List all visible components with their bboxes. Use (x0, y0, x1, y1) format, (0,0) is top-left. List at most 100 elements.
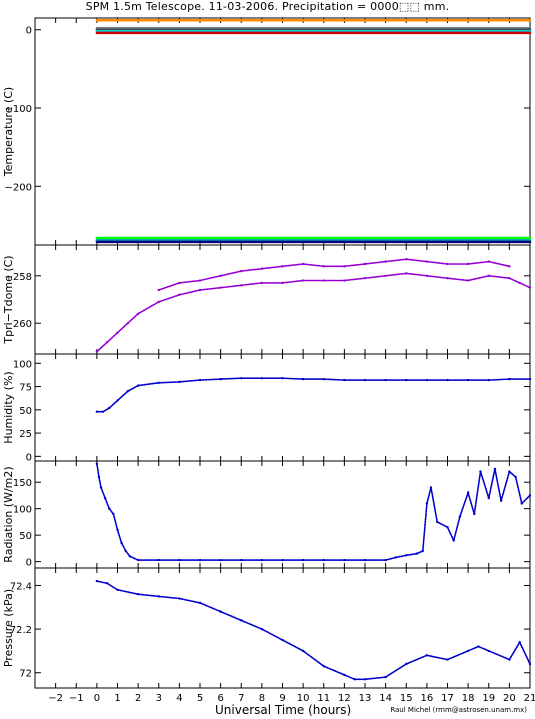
data-point (95, 462, 99, 465)
y-tick-label: −258 (5, 272, 32, 283)
x-tick-label: 13 (359, 693, 372, 704)
data-point (458, 515, 462, 518)
data-point (322, 664, 325, 668)
series-line (158, 258, 511, 291)
x-tick-label: 17 (441, 693, 454, 704)
data-point (260, 376, 264, 380)
data-point (124, 549, 127, 553)
data-point (95, 579, 99, 583)
y-axis-label: Pressure (kPa) (2, 589, 15, 667)
data-point (219, 274, 222, 278)
data-point (322, 279, 325, 282)
data-point (405, 554, 408, 557)
data-point (353, 678, 356, 681)
x-tick-label: 21 (524, 693, 535, 704)
x-tick-label: 3 (156, 693, 162, 704)
series-line (96, 462, 531, 561)
data-point (157, 300, 160, 304)
data-point (499, 499, 503, 502)
x-tick-label: 1 (114, 693, 120, 704)
data-point (178, 293, 181, 296)
data-point (425, 502, 429, 505)
y-tick-label: 50 (19, 531, 32, 542)
data-point (198, 288, 202, 292)
data-point (240, 619, 243, 622)
data-point (405, 272, 408, 275)
data-point (528, 662, 532, 666)
y-axis-label: Radiation (W/m2) (2, 466, 15, 562)
data-point (198, 279, 202, 282)
data-point (95, 350, 99, 353)
chart-title: SPM 1.5m Telescope. 11-03-2006. Precipit… (85, 0, 450, 13)
data-point (136, 592, 140, 596)
data-point (178, 597, 181, 600)
y-tick-label: 75 (19, 383, 32, 394)
data-point (425, 274, 429, 278)
data-point (446, 526, 449, 529)
x-tick-label: 10 (297, 693, 310, 704)
data-point (343, 265, 346, 268)
data-point (528, 494, 532, 497)
x-axis-label: Universal Time (hours) (215, 703, 352, 717)
data-point (473, 512, 476, 516)
data-point (466, 491, 470, 494)
y-tick-label: 50 (19, 406, 32, 417)
data-point (508, 276, 511, 280)
data-point (178, 281, 181, 285)
data-point (493, 467, 497, 471)
data-point (240, 558, 243, 562)
data-point (198, 601, 202, 605)
data-point (260, 267, 264, 270)
data-point (477, 645, 480, 648)
data-point (97, 475, 101, 479)
data-point (116, 331, 119, 334)
data-point (425, 378, 429, 382)
data-point (384, 274, 387, 278)
data-point (128, 555, 132, 558)
data-point (466, 649, 470, 653)
y-axis-label: Temperature (C) (2, 87, 15, 177)
y-tick-label: 0 (26, 26, 32, 37)
data-point (363, 378, 367, 382)
x-tick-label: 4 (176, 693, 182, 704)
data-point (508, 265, 511, 268)
data-point (405, 258, 408, 261)
data-point (466, 262, 470, 266)
data-point (126, 321, 130, 325)
data-point (240, 269, 243, 273)
data-point (487, 274, 490, 278)
x-tick-label: 12 (338, 693, 351, 704)
data-point (120, 541, 123, 545)
data-point (157, 558, 160, 562)
data-point (384, 378, 387, 382)
data-point (105, 582, 109, 585)
data-point (219, 286, 222, 289)
y-tick-label: 72 (19, 669, 32, 680)
x-tick-label: −1 (69, 693, 84, 704)
x-tick-label: 18 (462, 693, 475, 704)
y-tick-label: −100 (5, 104, 32, 115)
data-point (219, 558, 222, 562)
data-point (508, 377, 511, 381)
data-point (429, 486, 433, 489)
data-point (446, 658, 449, 661)
data-point (157, 381, 160, 385)
data-point (446, 262, 449, 266)
y-tick-label: 25 (19, 429, 32, 440)
x-tick-label: 16 (421, 693, 434, 704)
data-point (322, 265, 325, 268)
data-point (260, 558, 264, 562)
data-point (487, 260, 490, 263)
x-tick-label: 0 (94, 693, 100, 704)
data-point (528, 286, 532, 289)
y-axis-label: Humidity (%) (2, 371, 15, 443)
data-point (198, 378, 202, 382)
data-point (384, 675, 387, 679)
x-tick-label: 19 (482, 693, 495, 704)
data-point (363, 678, 367, 681)
x-tick-label: 9 (279, 693, 285, 704)
data-point (446, 276, 449, 280)
x-tick-label: 11 (317, 693, 330, 704)
x-tick-label: 6 (217, 693, 223, 704)
data-point (240, 376, 243, 380)
